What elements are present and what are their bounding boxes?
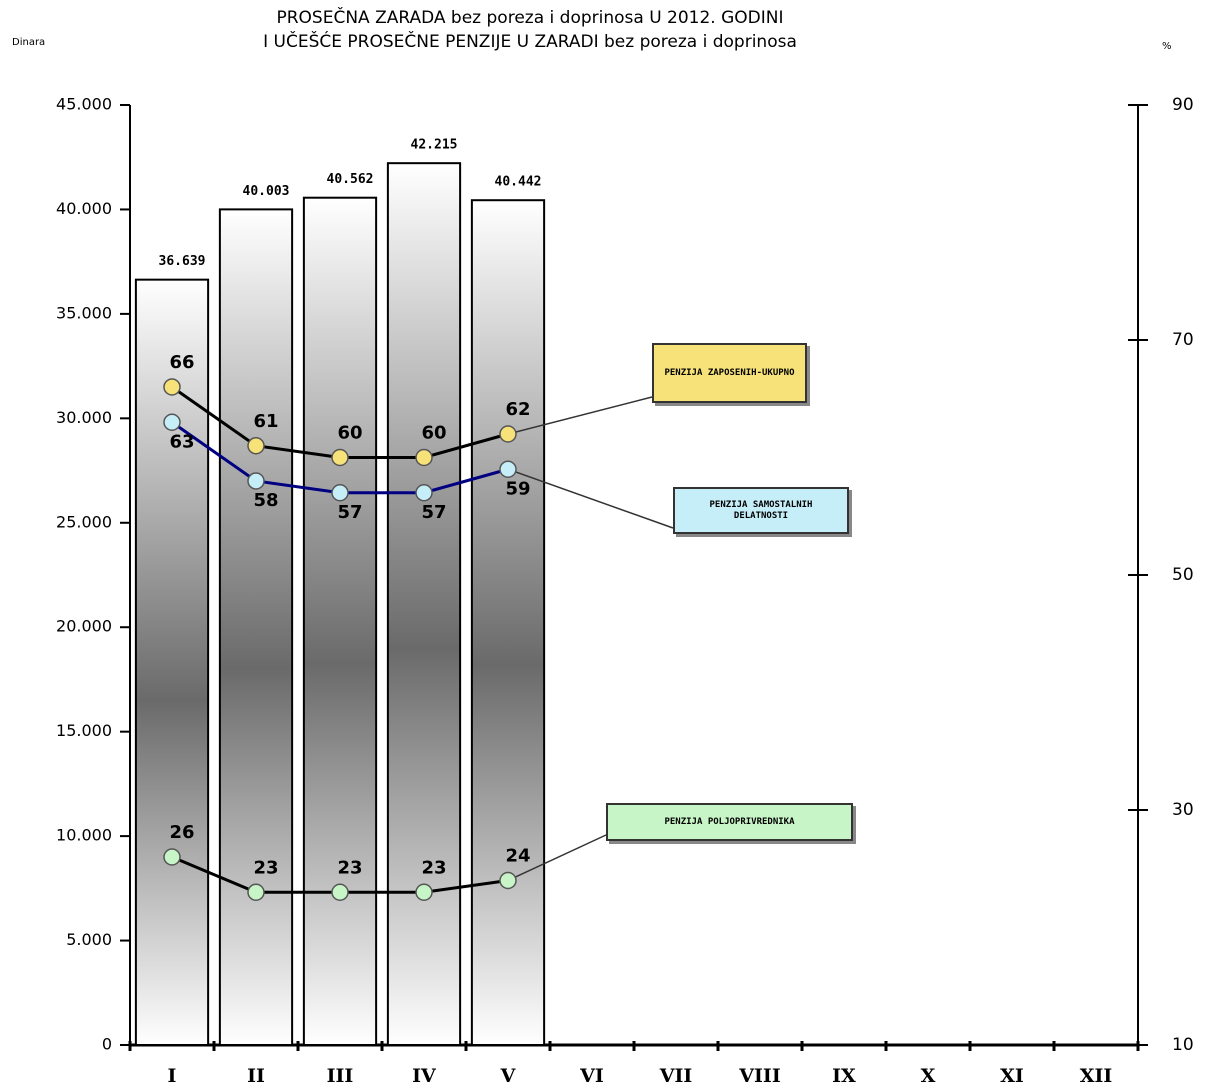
series-callout: PENZIJA POLJOPRIVREDNIKA [606,803,853,841]
marker [415,448,433,467]
data-label: 23 [253,857,278,878]
data-label: 60 [421,423,446,444]
x-tick-label: XI [1000,1065,1024,1087]
y-tick-label: 5.000 [66,930,112,949]
x-tick-label: VI [579,1065,604,1087]
y-tick-label: 45.000 [56,95,112,114]
bar-value-label: 36.639 [159,254,206,269]
data-label: 57 [337,502,362,523]
marker [163,848,181,866]
data-label: 26 [169,822,194,843]
marker [415,484,433,502]
bar-value-label: 40.003 [243,184,290,199]
y-axis-label: Dinara [12,37,45,48]
x-tick-label: II [247,1065,265,1087]
y2-axis-label: % [1162,41,1172,52]
series-callout: PENZIJA SAMOSTALNIH DELATNOSTI [673,487,849,534]
marker [163,378,181,396]
y2-tick-label: 10 [1172,1035,1194,1055]
y2-tick-label: 50 [1172,565,1194,585]
y-tick-label: 10.000 [56,826,112,845]
x-tick-label: III [327,1065,354,1087]
bar-value-label: 40.442 [495,175,542,190]
bar [386,162,462,1047]
bar-value-label: 42.215 [411,138,458,153]
marker [247,472,265,490]
marker [499,425,517,443]
x-tick-label: XII [1080,1065,1113,1087]
marker [499,460,517,478]
leader-line [507,834,607,882]
data-label: 63 [169,431,194,452]
bar-value-label: 40.562 [327,172,374,187]
x-tick-label: VIII [738,1065,781,1087]
data-label: 24 [505,846,530,867]
data-label: 23 [421,857,446,878]
data-label: 57 [421,502,446,523]
chart-title: PROSEČNA ZARADA bez poreza i doprinosa U… [276,6,783,28]
marker [247,437,265,455]
data-label: 62 [505,399,530,420]
x-tick-label: X [921,1065,936,1087]
leader-line [507,468,674,529]
marker [499,871,517,890]
data-label: 58 [253,490,278,511]
y2-tick-label: 70 [1172,330,1194,350]
x-tick-label: IX [832,1065,856,1087]
bar [302,196,378,1046]
y-tick-label: 0 [102,1035,112,1054]
bar [218,208,294,1046]
marker [163,413,181,431]
series-callout: PENZIJA ZAPOSENIH-UKUPNO [652,343,807,403]
chart-subtitle: I UČEŠĆE PROSEČNE PENZIJE U ZARADI bez p… [263,30,797,52]
leader-line [507,396,653,435]
marker [247,883,265,901]
data-label: 59 [505,478,530,499]
bar [134,278,210,1047]
marker [415,883,433,901]
data-label: 61 [253,411,278,432]
marker [331,883,349,901]
bar [470,199,546,1047]
marker [331,484,349,502]
x-tick-label: I [168,1065,177,1087]
y2-tick-label: 90 [1172,95,1194,115]
y-tick-label: 25.000 [56,512,112,531]
data-label: 23 [337,857,362,878]
x-tick-label: V [500,1065,517,1087]
y-tick-label: 35.000 [56,303,112,322]
x-tick-label: VII [659,1065,693,1087]
x-tick-label: IV [412,1065,437,1087]
y-tick-label: 15.000 [56,721,112,740]
y-tick-label: 30.000 [56,408,112,427]
marker [331,448,349,467]
y2-tick-label: 30 [1172,800,1194,820]
data-label: 66 [169,352,194,373]
y-tick-label: 20.000 [56,617,112,636]
data-label: 60 [337,423,362,444]
y-tick-label: 40.000 [56,199,112,218]
